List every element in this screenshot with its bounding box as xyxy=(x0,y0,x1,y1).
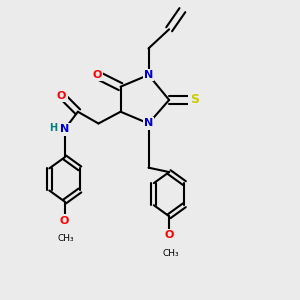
Text: S: S xyxy=(190,93,199,106)
Text: O: O xyxy=(57,91,66,100)
Text: CH₃: CH₃ xyxy=(58,234,74,243)
Text: N: N xyxy=(60,124,69,134)
Text: N: N xyxy=(144,70,153,80)
Text: N: N xyxy=(144,118,153,128)
Text: O: O xyxy=(164,230,174,240)
Text: O: O xyxy=(60,216,69,226)
Text: CH₃: CH₃ xyxy=(162,249,179,258)
Text: O: O xyxy=(92,70,102,80)
Text: H: H xyxy=(49,123,57,133)
